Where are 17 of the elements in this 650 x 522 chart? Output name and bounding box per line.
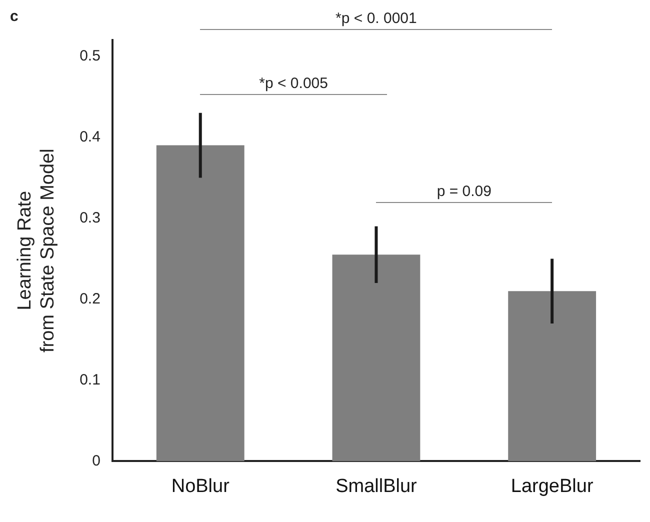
bar	[332, 254, 420, 462]
significance-bracket: *p < 0.005	[200, 75, 387, 96]
x-tick-label: SmallBlur	[336, 476, 418, 497]
x-tick-label: LargeBlur	[510, 476, 594, 497]
x-tick-label: NoBlur	[171, 476, 230, 497]
chart-title: c	[10, 8, 18, 26]
y-axis-title: Learning Rate from State Space Model	[14, 148, 58, 353]
significance-bracket: *p < 0. 0001	[200, 10, 552, 30]
y-tick-label: 0.1	[80, 371, 100, 388]
bar	[156, 145, 244, 462]
y-tick-label: 0	[92, 452, 100, 470]
y-tick-label: 0.5	[80, 47, 100, 64]
bar	[508, 291, 596, 462]
y-tick-label: 0.2	[80, 290, 100, 308]
y-tick-label: 0.3	[80, 209, 100, 226]
y-tick-label: 0.4	[80, 128, 100, 146]
significance-bracket: p = 0.09	[376, 182, 552, 203]
